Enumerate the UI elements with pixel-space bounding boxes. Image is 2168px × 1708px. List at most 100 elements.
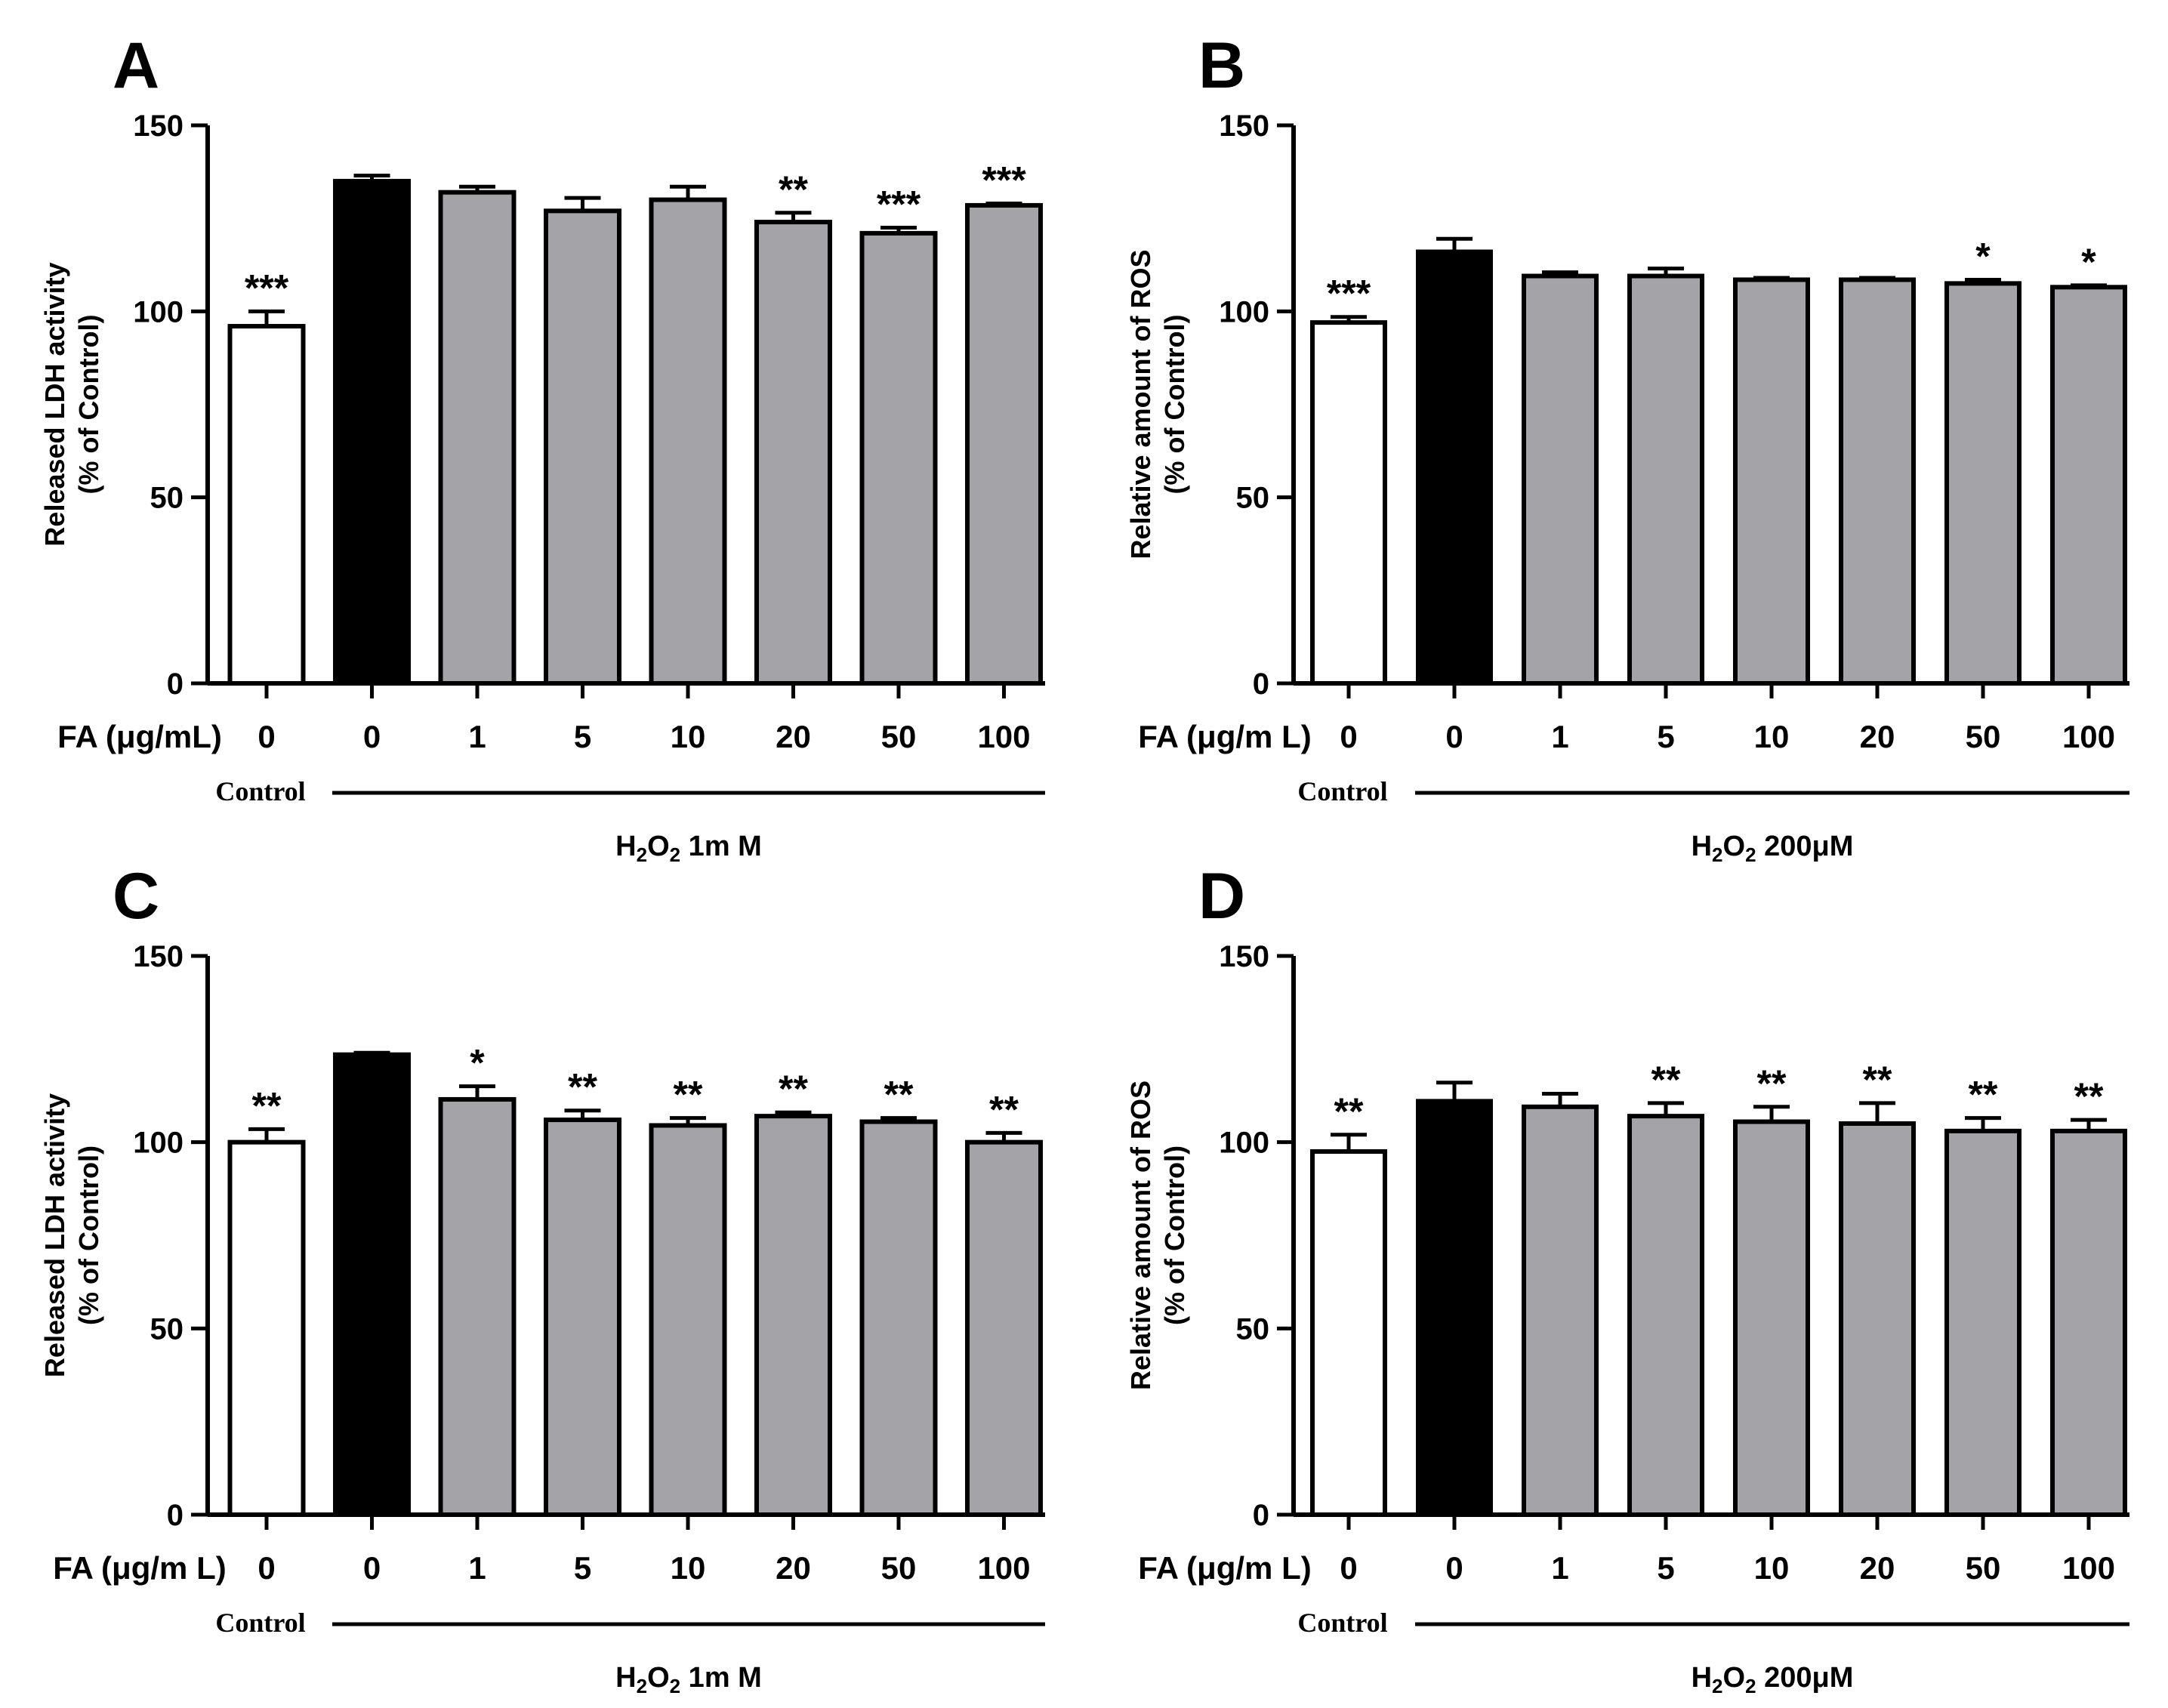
treatment-label-part: 2 <box>1712 843 1722 866</box>
treatment-label-part: 1m M <box>680 1662 762 1694</box>
bar <box>1944 281 2022 686</box>
x-category-label: 0 <box>258 1550 275 1586</box>
y-axis-title-line: (% of Control) <box>1159 1145 1190 1325</box>
x-category-label: 100 <box>977 1550 1030 1586</box>
bar <box>438 1096 517 1517</box>
significance-label: ** <box>1969 1074 1998 1116</box>
significance-label: * <box>470 1042 485 1084</box>
significance-label: ** <box>674 1074 703 1116</box>
x-category-label: 20 <box>776 719 811 754</box>
bar <box>227 1139 306 1517</box>
treatment-label-part: O <box>1723 1662 1746 1694</box>
x-category-label: 0 <box>1445 719 1463 754</box>
x-category-label: 0 <box>1340 719 1357 754</box>
significance-label: ** <box>1757 1062 1787 1105</box>
x-axis-label: FA (μg/mL) <box>57 719 222 754</box>
treatment-label-part: H <box>615 1662 636 1694</box>
bar <box>1416 249 1493 686</box>
x-category-label: 1 <box>468 1550 486 1586</box>
bar <box>438 190 517 686</box>
bar <box>333 178 411 686</box>
y-axis-title-line: Released LDH activity <box>39 1093 70 1377</box>
x-category-label: 0 <box>1445 1550 1463 1586</box>
treatment-label-part: 2 <box>637 843 647 866</box>
bar <box>2050 1128 2127 1518</box>
y-tick-label: 0 <box>167 1499 183 1532</box>
y-tick-label: 100 <box>1219 1127 1269 1160</box>
y-tick-label: 0 <box>1253 1499 1269 1532</box>
x-category-label: 0 <box>258 719 275 754</box>
x-category-label: 100 <box>977 719 1030 754</box>
x-category-label: 10 <box>1754 719 1790 754</box>
bar <box>1839 1121 1916 1517</box>
bar <box>1944 1128 2022 1518</box>
x-axis-label: FA (μg/m L) <box>1138 1550 1311 1586</box>
bar <box>1627 1114 1704 1517</box>
x-axis-label: FA (μg/m L) <box>53 1550 226 1586</box>
bar <box>754 1114 832 1517</box>
y-tick-label: 50 <box>150 1312 184 1346</box>
panel-letter: C <box>113 860 159 933</box>
significance-label: ** <box>1651 1059 1681 1101</box>
significance-label: ** <box>884 1074 914 1116</box>
treatment-label-part: 2 <box>1745 1675 1756 1697</box>
x-category-label: 100 <box>2062 719 2115 754</box>
x-category-label: 5 <box>1657 1550 1674 1586</box>
x-category-label: 1 <box>1551 1550 1568 1586</box>
treatment-label-part: 200μM <box>1756 1662 1854 1694</box>
y-tick-label: 100 <box>133 1127 183 1160</box>
treatment-label-part: 2 <box>637 1675 647 1697</box>
control-label: Control <box>1297 776 1387 806</box>
x-category-label: 5 <box>1657 719 1674 754</box>
treatment-label-part: 2 <box>1745 843 1756 866</box>
treatment-label-part: 2 <box>670 1675 680 1697</box>
x-category-label: 20 <box>776 1550 811 1586</box>
y-tick-label: 0 <box>1253 667 1269 701</box>
y-axis-title-line: Relative amount of ROS <box>1125 249 1156 559</box>
x-category-label: 5 <box>574 719 591 754</box>
x-category-label: 50 <box>881 719 917 754</box>
y-tick-label: 0 <box>167 667 183 701</box>
significance-label: *** <box>877 183 921 225</box>
control-label: Control <box>1297 1608 1387 1638</box>
significance-label: ** <box>1863 1059 1892 1101</box>
y-axis-title-line: (% of Control) <box>1159 315 1190 495</box>
x-category-label: 0 <box>363 719 381 754</box>
bar <box>2050 285 2127 686</box>
bar <box>1416 1099 1493 1517</box>
y-tick-label: 100 <box>133 295 183 328</box>
treatment-label: H2O2 1m M <box>615 1662 762 1697</box>
treatment-label-part: O <box>647 1662 670 1694</box>
treatment-label: H2O2 200μM <box>1692 1662 1854 1697</box>
treatment-label: H2O2 200μM <box>1692 831 1854 866</box>
bar <box>1310 320 1387 686</box>
significance-label: *** <box>982 159 1026 201</box>
x-category-label: 50 <box>881 1550 917 1586</box>
x-category-label: 20 <box>1860 1550 1895 1586</box>
treatment-label-part: 2 <box>1712 1675 1722 1697</box>
bar <box>544 1118 621 1517</box>
significance-label: *** <box>1327 273 1371 315</box>
x-category-label: 50 <box>1966 1550 2001 1586</box>
x-category-label: 0 <box>363 1550 381 1586</box>
y-axis-title-line: Relative amount of ROS <box>1125 1081 1156 1390</box>
x-category-label: 20 <box>1860 719 1895 754</box>
x-category-label: 100 <box>2062 1550 2115 1586</box>
significance-label: ** <box>779 168 808 211</box>
control-label: Control <box>215 1608 305 1638</box>
treatment-label-part: H <box>615 831 636 862</box>
significance-label: * <box>2081 241 2096 283</box>
y-tick-label: 150 <box>133 109 183 143</box>
significance-label: ** <box>989 1088 1019 1130</box>
significance-label: ** <box>2074 1075 2104 1118</box>
bar <box>1839 277 1916 686</box>
significance-label: ** <box>779 1068 808 1110</box>
treatment-label-part: 1m M <box>680 831 762 862</box>
treatment-label-part: O <box>647 831 670 862</box>
bar <box>227 324 306 686</box>
treatment-label: H2O2 1m M <box>615 831 762 866</box>
bar <box>649 197 727 686</box>
significance-label: ** <box>1334 1090 1364 1133</box>
